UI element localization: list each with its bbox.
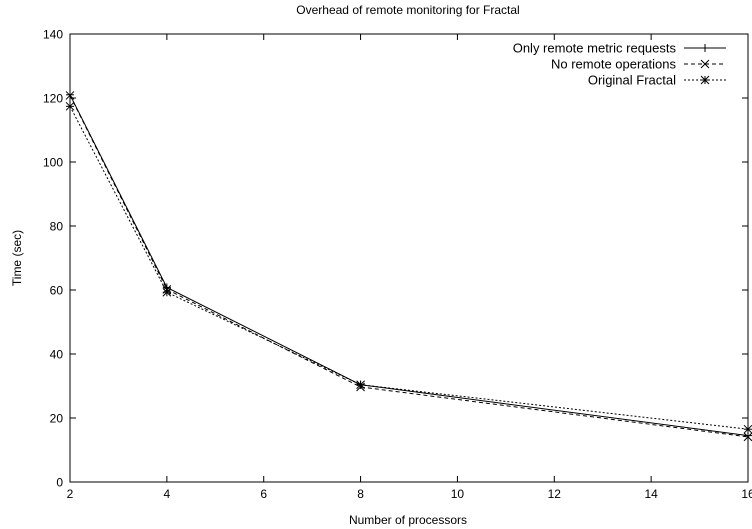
y-axis-label: Time (sec) (10, 230, 24, 286)
series-line (69, 94, 749, 437)
x-tick-label: 16 (741, 487, 752, 501)
marker-stroke (65, 91, 75, 100)
data-point (743, 424, 752, 434)
plot-frame (69, 33, 749, 483)
marker-stroke (743, 424, 752, 434)
x-tick-label: 12 (548, 487, 562, 501)
data-point (65, 101, 75, 111)
legend-marker (701, 44, 709, 52)
legend-label: Only remote metric requests (513, 41, 677, 56)
data-point (743, 432, 752, 442)
marker-stroke (700, 59, 710, 69)
marker-stroke (65, 101, 75, 111)
y-axis-ticks: 0 20 40 60 80 100 120 140 (43, 28, 748, 490)
y-tick-label: 20 (50, 412, 64, 426)
x-axis-label: Number of processors (349, 513, 467, 527)
y-tick-label: 40 (50, 348, 64, 362)
x-tick-label: 14 (644, 487, 658, 501)
chart-title: Overhead of remote monitoring for Fracta… (296, 3, 519, 17)
data-point (65, 91, 75, 100)
data-point (356, 380, 365, 390)
series-line (69, 106, 749, 430)
series-layer (65, 90, 752, 442)
legend-label: No remote operations (551, 57, 677, 72)
x-axis-ticks: 2 4 6 8 10 12 14 16 (67, 34, 752, 501)
y-tick-label: 0 (56, 476, 63, 490)
marker-stroke (162, 287, 172, 297)
x-tick-label: 6 (260, 487, 267, 501)
x-tick-label: 8 (357, 487, 364, 501)
y-tick-label: 140 (43, 28, 63, 42)
marker-stroke (356, 380, 365, 390)
x-tick-label: 4 (164, 487, 171, 501)
x-tick-label: 2 (67, 487, 74, 501)
legend-marker (700, 75, 710, 85)
legend-label: Original Fractal (588, 73, 676, 88)
y-tick-label: 100 (43, 156, 63, 170)
marker-stroke (743, 432, 752, 442)
x-tick-label: 10 (451, 487, 465, 501)
y-tick-label: 120 (43, 92, 63, 106)
data-point (162, 287, 172, 297)
y-tick-label: 80 (50, 220, 64, 234)
y-tick-label: 60 (50, 284, 64, 298)
series-3 (65, 101, 752, 434)
legend-marker (700, 59, 710, 69)
plot-area-border (69, 33, 749, 483)
marker-stroke (700, 75, 710, 85)
